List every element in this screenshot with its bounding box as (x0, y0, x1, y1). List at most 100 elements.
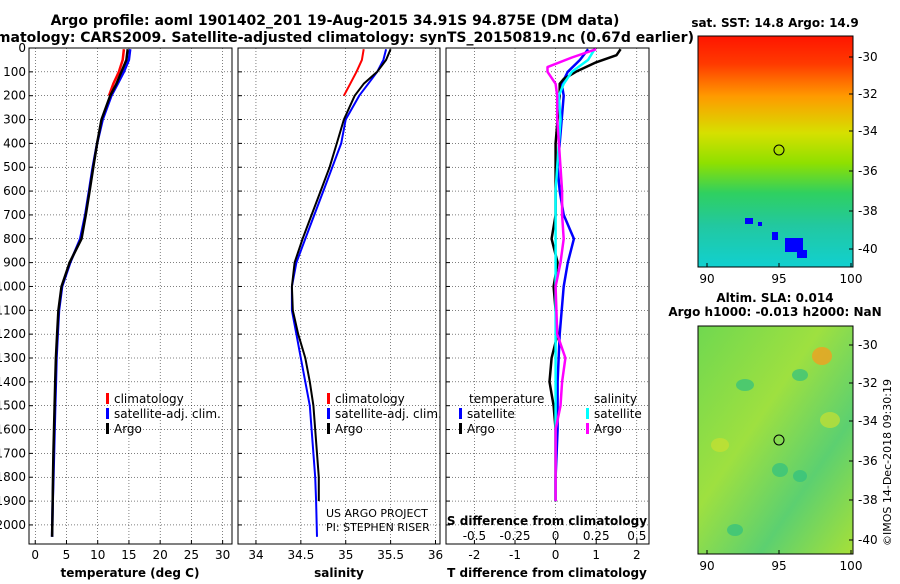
legend-label-satellite: satellite-adj. clim. (114, 407, 221, 421)
x-tick-label: 2 (633, 548, 641, 562)
map-y-tick-label: -32 (858, 87, 878, 101)
legend-label-climatology: climatology (114, 392, 184, 406)
x-tick-label: 35 (338, 548, 353, 562)
depth-tick-label: 500 (3, 160, 26, 174)
map-y-tick-label: -38 (858, 204, 878, 218)
difference-panel (445, 47, 650, 545)
map-y-tick-label: -40 (858, 242, 878, 256)
legend-swatch-satellite (106, 408, 109, 419)
depth-tick-label: 300 (3, 113, 26, 127)
sla-map-title2: Argo h1000: -0.013 h2000: NaN (668, 305, 881, 319)
depth-axis: 0 100 200 300 400 500 600 700 800 900 1000 1100 1200… (0, 41, 26, 532)
map-y-tick-label: -36 (858, 454, 878, 468)
x-tick-label: -0.25 (499, 529, 530, 543)
sla-map-features (711, 347, 840, 536)
salinity-legend: climatology satellite-adj. clim. Argo (327, 392, 442, 436)
x-tick-label: -1 (509, 548, 521, 562)
map-y-tick-label: -36 (858, 164, 878, 178)
depth-tick-label: 800 (3, 232, 26, 246)
map-y-tick-label: -30 (858, 50, 878, 64)
series-line-salinity-satellite (554, 48, 596, 502)
x-tick-label: 34.5 (287, 548, 314, 562)
legend-label-t-argo: Argo (467, 422, 495, 436)
grid-lines (29, 47, 649, 544)
sst-map-title: sat. SST: 14.8 Argo: 14.9 (691, 16, 858, 30)
credit-pi: PI: STEPHEN RISER (326, 521, 430, 534)
map-y-tick-label: -34 (858, 124, 878, 138)
x-tick-labels: 0 5 10 15 20 25 30 34 34.5 35 35.5 36 -2 -1 0 1 2 -0.5 -0.… (31, 529, 646, 562)
depth-tick-label: 0 (18, 41, 26, 55)
argo-location-marker-sla (773, 434, 785, 446)
x-tick-label: 36 (428, 548, 443, 562)
series-line-argo (290, 48, 392, 502)
map-x-tick-label: 95 (771, 272, 786, 286)
x-tick-label: 35.5 (377, 548, 404, 562)
temperature-panel (28, 47, 233, 545)
x-tick-label: 5 (63, 548, 71, 562)
depth-tick-label: 1000 (0, 279, 26, 293)
x-tick-label: -2 (468, 548, 480, 562)
sst-map (697, 35, 854, 268)
sla-map-axes: -30 -32 -34 -36 -38 -40 90 95 100 (699, 338, 877, 573)
depth-tick-label: 200 (3, 89, 26, 103)
depth-tick-label: 1700 (0, 446, 26, 460)
depth-tick-label: 1300 (0, 351, 26, 365)
map-y-tick-label: -32 (858, 376, 878, 390)
series-line-satellite-adj-clim- (290, 48, 388, 537)
legend-label-argo: Argo (335, 422, 363, 436)
x-tick-label: 25 (184, 548, 199, 562)
title-line1: Argo profile: aoml 1901402_201 19-Aug-20… (51, 13, 620, 29)
map-y-tick-label: -34 (858, 414, 878, 428)
depth-tick-label: 1800 (0, 470, 26, 484)
x-tick-label: 0.5 (627, 529, 646, 543)
map-x-tick-label: 100 (840, 272, 863, 286)
depth-tick-label: 900 (3, 256, 26, 270)
x-tick-label: 1 (592, 548, 600, 562)
x-tick-label: 0 (31, 548, 39, 562)
depth-tick-label: 1900 (0, 494, 26, 508)
depth-tick-label: 600 (3, 184, 26, 198)
legend-swatch-s-satellite (586, 408, 589, 419)
x-tick-label: 10 (90, 548, 105, 562)
map-x-tick-label: 100 (840, 559, 863, 573)
depth-tick-label: 1600 (0, 423, 26, 437)
legend-label-s-argo: Argo (594, 422, 622, 436)
depth-tick-label: 400 (3, 136, 26, 150)
s-diff-xlabel: S difference from climatology (447, 514, 647, 528)
legend-sal-head: salinity (594, 392, 637, 406)
t-diff-xlabel: T difference from climatology (447, 566, 647, 580)
legend-swatch-t-argo (459, 423, 462, 434)
map-x-tick-label: 95 (771, 559, 786, 573)
legend-swatch-climatology (327, 393, 330, 404)
legend-swatch-climatology (106, 393, 109, 404)
depth-tick-label: 1500 (0, 399, 26, 413)
depth-tick-label: 100 (3, 65, 26, 79)
x-tick-label: -0.5 (463, 529, 486, 543)
profile-series (50, 48, 622, 537)
legend-label-s-satellite: satellite (594, 407, 642, 421)
legend-label-argo: Argo (114, 422, 142, 436)
x-tick-label: 34 (248, 548, 263, 562)
legend-label-climatology: climatology (335, 392, 405, 406)
map-x-tick-label: 90 (699, 559, 714, 573)
map-x-tick-label: 90 (699, 272, 714, 286)
depth-tick-label: 1100 (0, 303, 26, 317)
depth-tick-label: 700 (3, 208, 26, 222)
map-y-tick-label: -38 (858, 493, 878, 507)
legend-temp-head: temperature (469, 392, 544, 406)
title-line2: Climatology: CARS2009. Satellite-adjuste… (0, 30, 694, 46)
series-line-climatology (343, 49, 365, 97)
series-line-climatology (107, 49, 126, 97)
legend-swatch-t-satellite (459, 408, 462, 419)
series-line-argo (50, 49, 129, 537)
legend-label-satellite: satellite-adj. clim. (335, 407, 442, 421)
x-tick-label: 0 (552, 529, 560, 543)
difference-legend: temperature satellite Argo salinity sate… (459, 392, 642, 436)
series-line-salinity-argo (546, 48, 597, 502)
depth-tick-label: 1200 (0, 327, 26, 341)
legend-swatch-satellite (327, 408, 330, 419)
legend-swatch-argo (106, 423, 109, 434)
x-tick-label: 15 (121, 548, 136, 562)
sst-map-axes: -30 -32 -34 -36 -38 -40 90 95 100 (699, 50, 877, 286)
